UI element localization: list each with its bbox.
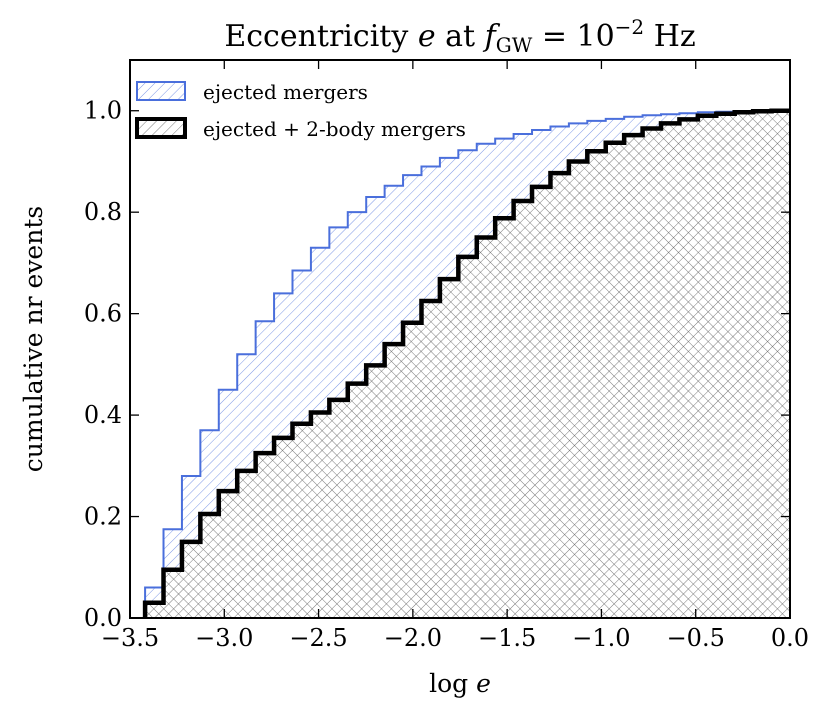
- x-axis-label-prefix: log: [429, 669, 476, 698]
- title-prefix: Eccentricity: [224, 19, 418, 54]
- title-unit: Hz: [644, 19, 696, 54]
- x-tick-label: −3.0: [195, 624, 253, 652]
- y-tick-label: 0.4: [84, 401, 122, 429]
- y-tick-label: 0.6: [84, 300, 122, 328]
- y-tick-label: 0.8: [84, 198, 122, 226]
- title-subscript: GW: [496, 33, 533, 57]
- x-tick-label: −2.0: [384, 624, 442, 652]
- legend-label-combined: ejected + 2-body mergers: [203, 117, 466, 141]
- legend: ejected mergers ejected + 2-body mergers: [135, 80, 466, 141]
- title-var-e: e: [418, 19, 436, 54]
- x-tick-label: −3.5: [101, 624, 159, 652]
- y-axis-label: cumulative nr events: [19, 206, 48, 472]
- y-tick-label: 1.0: [84, 97, 122, 125]
- x-axis-label: log e: [429, 669, 491, 698]
- x-tick-label: 0.0: [771, 624, 809, 652]
- axes-frame: [129, 59, 791, 619]
- legend-swatch-combined: [135, 117, 187, 139]
- series-line-ejected: [144, 109, 790, 618]
- legend-label-ejected: ejected mergers: [203, 80, 368, 104]
- series-line-combined: [142, 108, 790, 618]
- title-at: at: [436, 19, 485, 54]
- x-tick-label: −1.0: [572, 624, 630, 652]
- title-exponent: −2: [615, 15, 644, 39]
- x-tick-label: −0.5: [667, 624, 725, 652]
- x-tick-label: −1.5: [478, 624, 536, 652]
- x-axis-label-var: e: [476, 669, 491, 698]
- x-tick-label: −2.5: [289, 624, 347, 652]
- series-fill-combined-hatch-b: [145, 110, 791, 618]
- legend-swatch-ejected: [136, 81, 186, 101]
- y-tick-label: 0.2: [84, 503, 122, 531]
- chart-title: Eccentricity e at fGW = 10−2 Hz: [224, 15, 695, 57]
- title-eq: = 10: [532, 19, 614, 54]
- y-tick-label: 0.0: [84, 604, 122, 632]
